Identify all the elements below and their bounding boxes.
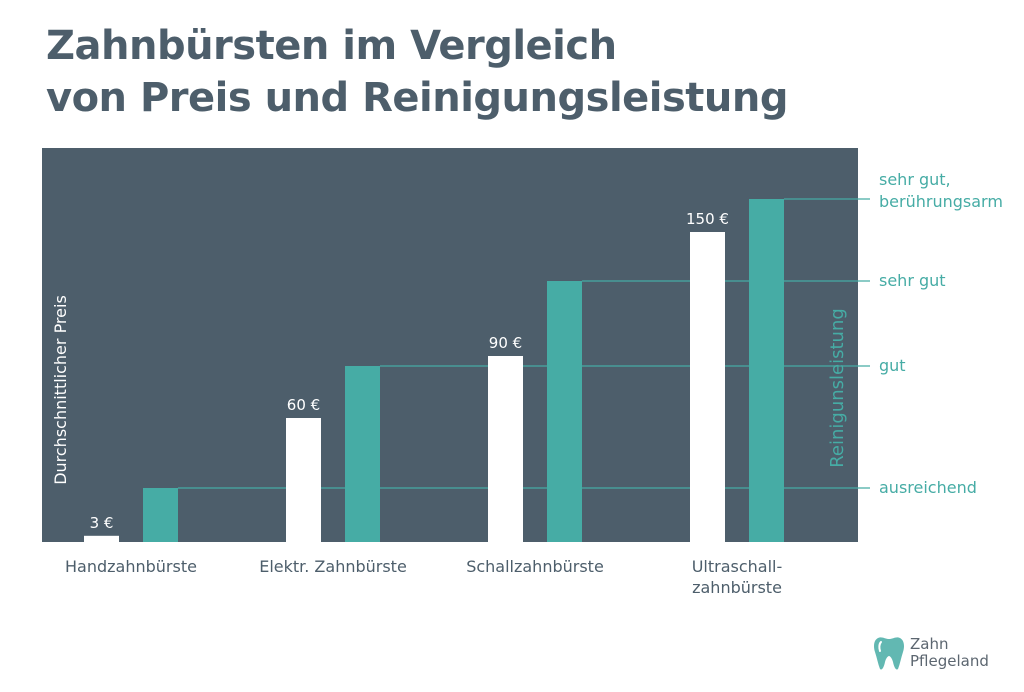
price-axis-title: Durchschnittlicher Preis xyxy=(51,295,70,485)
level-tick-label: gut xyxy=(879,356,906,375)
price-bar xyxy=(286,418,321,542)
category-label: Ultraschall-zahnbürste xyxy=(692,557,783,597)
tooth-logo-icon xyxy=(874,637,904,670)
chart-title: Zahnbürsten im Vergleich von Preis und R… xyxy=(46,20,789,124)
price-value-label: 3 € xyxy=(90,514,114,532)
level-tick-label: ausreichend xyxy=(879,478,977,497)
logo-line-1: Zahn xyxy=(910,635,949,653)
zahnpflegeland-logo: Zahn Pflegeland xyxy=(872,634,1012,674)
category-label: Schallzahnbürste xyxy=(466,557,604,576)
price-bar xyxy=(84,535,119,542)
plot-area xyxy=(42,148,858,542)
cleaning-bar xyxy=(345,366,380,542)
logo-wordmark: Zahn Pflegeland xyxy=(910,636,989,670)
cleaning-bar xyxy=(143,488,178,542)
cleaning-axis-title: Reinigunsleistung xyxy=(827,308,848,468)
title-line-2: von Preis und Reinigungsleistung xyxy=(46,75,789,121)
level-tick-label: sehr gut, berührungsarm xyxy=(879,170,1003,211)
price-bar xyxy=(690,232,725,542)
category-label: Handzahnbürste xyxy=(65,557,197,576)
price-bar xyxy=(488,356,523,542)
price-value-label: 90 € xyxy=(489,334,522,352)
cleaning-bar xyxy=(749,199,784,542)
level-tick-label: sehr gut xyxy=(879,271,946,290)
price-value-label: 150 € xyxy=(686,210,729,228)
price-value-label: 60 € xyxy=(287,396,320,414)
category-label: Elektr. Zahnbürste xyxy=(259,557,407,576)
cleaning-bar xyxy=(547,281,582,542)
title-line-1: Zahnbürsten im Vergleich xyxy=(46,23,617,69)
logo-line-2: Pflegeland xyxy=(910,652,989,670)
